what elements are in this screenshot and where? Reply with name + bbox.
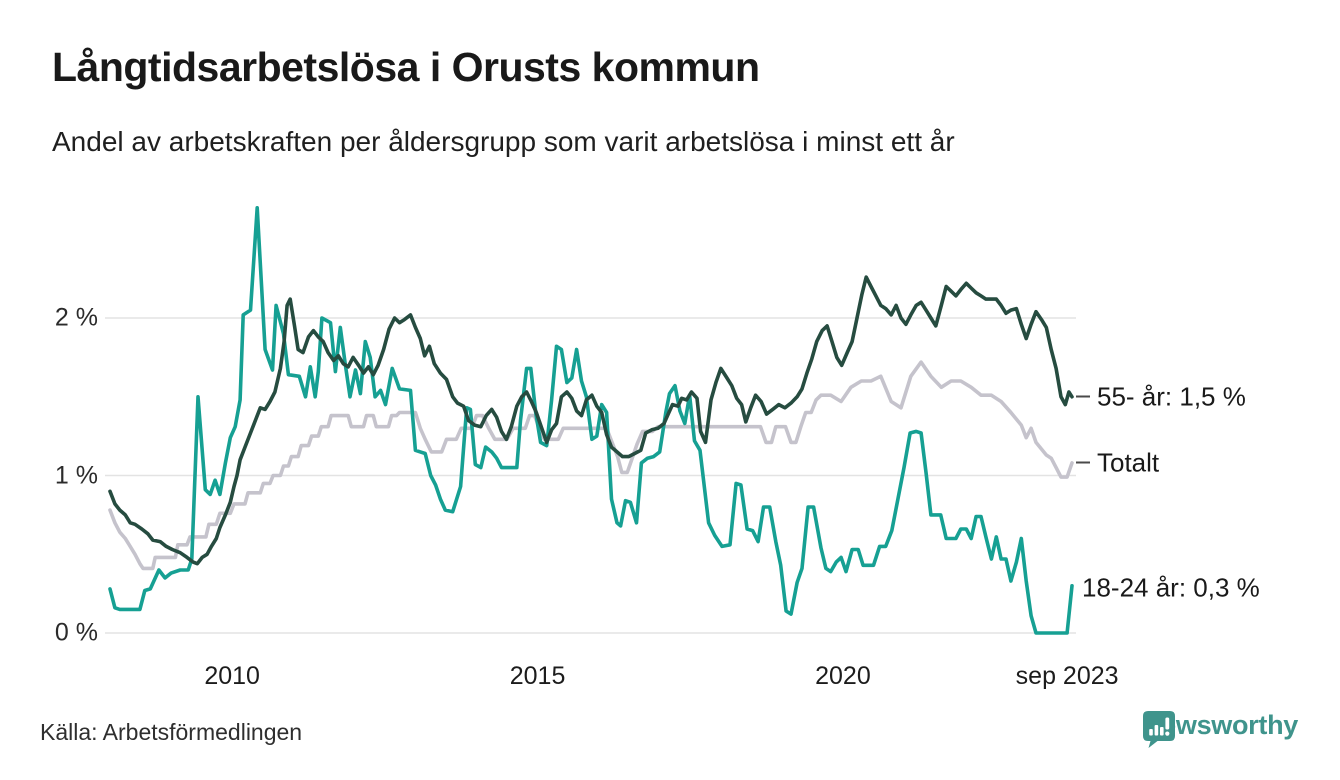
series-end-label-text: 55- år: 1,5 % bbox=[1097, 381, 1246, 412]
series-line-18-24-r bbox=[108, 206, 1074, 635]
newsworthy-logo: Newsworthy bbox=[1142, 710, 1298, 748]
series-line-totalt bbox=[108, 360, 1074, 571]
series-end-label-totalt: Totalt bbox=[1076, 447, 1159, 478]
y-tick-label: 0 % bbox=[54, 618, 98, 647]
newsworthy-bubble-icon bbox=[1142, 711, 1175, 748]
series-end-label-text: Totalt bbox=[1097, 447, 1160, 478]
x-tick-label: 2015 bbox=[509, 662, 566, 690]
label-connector-dash bbox=[1076, 461, 1090, 464]
label-connector-dash bbox=[1076, 395, 1090, 398]
x-tick-label: 2020 bbox=[815, 662, 871, 690]
series-line-55-r bbox=[108, 275, 1074, 566]
y-tick-label: 2 % bbox=[54, 303, 98, 332]
x-tick-label: sep 2023 bbox=[1015, 662, 1119, 690]
page-title: Långtidsarbetslösa i Orusts kommun bbox=[52, 44, 760, 90]
source-note: Källa: Arbetsförmedlingen bbox=[40, 719, 303, 745]
y-tick-label: 1 % bbox=[54, 461, 98, 489]
x-tick-label: 2010 bbox=[204, 662, 260, 690]
series-end-label-18-24-r: 18-24 år: 0,3 % bbox=[1082, 573, 1260, 604]
series-end-label-55-r: 55- år: 1,5 % bbox=[1076, 381, 1246, 412]
series-end-label-text: 18-24 år: 0,3 % bbox=[1082, 572, 1260, 603]
chart-subtitle: Andel av arbetskraften per åldersgrupp s… bbox=[52, 126, 955, 157]
